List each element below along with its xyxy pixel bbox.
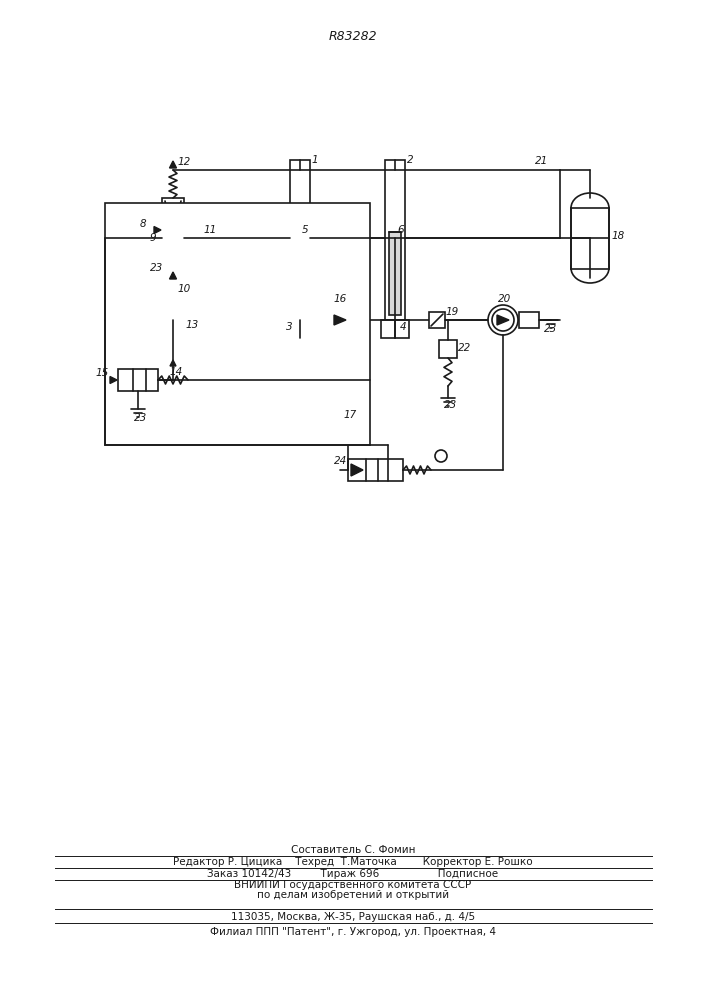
Circle shape bbox=[329, 309, 351, 331]
Polygon shape bbox=[154, 227, 161, 233]
Text: 2: 2 bbox=[407, 155, 414, 165]
Text: 8: 8 bbox=[140, 219, 146, 229]
Polygon shape bbox=[170, 161, 177, 168]
Text: 1: 1 bbox=[312, 155, 319, 165]
Text: 10: 10 bbox=[177, 284, 190, 294]
Text: Редактор Р. Цицика    Техред  Т.Маточка        Корректор Е. Рошко: Редактор Р. Цицика Техред Т.Маточка Корр… bbox=[173, 857, 533, 867]
Circle shape bbox=[492, 309, 514, 331]
Text: 23: 23 bbox=[544, 324, 557, 334]
Text: 3: 3 bbox=[286, 322, 293, 332]
Bar bbox=[294, 232, 306, 315]
Text: 24: 24 bbox=[334, 456, 347, 466]
Ellipse shape bbox=[571, 193, 609, 223]
Text: 16: 16 bbox=[334, 294, 347, 304]
Text: 13: 13 bbox=[185, 320, 198, 330]
Circle shape bbox=[488, 305, 518, 335]
Polygon shape bbox=[170, 272, 177, 279]
Bar bbox=[381, 320, 409, 338]
Text: 19: 19 bbox=[446, 307, 460, 317]
Polygon shape bbox=[170, 360, 176, 366]
Bar bbox=[385, 160, 405, 320]
Text: 23: 23 bbox=[134, 413, 147, 423]
Polygon shape bbox=[351, 464, 363, 476]
Text: 6: 6 bbox=[397, 225, 404, 235]
Bar bbox=[331, 291, 349, 304]
Text: R83282: R83282 bbox=[329, 30, 378, 43]
Bar bbox=[571, 208, 609, 269]
Bar bbox=[162, 198, 184, 278]
Text: 23: 23 bbox=[150, 263, 163, 273]
Bar bbox=[164, 355, 182, 364]
Text: по делам изобретений и открытий: по делам изобретений и открытий bbox=[257, 890, 449, 900]
Bar bbox=[118, 369, 158, 391]
Bar bbox=[290, 160, 310, 320]
Bar bbox=[105, 203, 370, 445]
Text: 11: 11 bbox=[203, 225, 216, 235]
Text: 14: 14 bbox=[170, 367, 183, 377]
Bar bbox=[164, 331, 182, 340]
Text: 22: 22 bbox=[458, 343, 472, 353]
Text: Составитель С. Фомин: Составитель С. Фомин bbox=[291, 845, 415, 855]
Polygon shape bbox=[497, 315, 509, 325]
Text: 17: 17 bbox=[343, 410, 356, 420]
Bar bbox=[429, 312, 445, 328]
Circle shape bbox=[435, 450, 447, 462]
Bar bbox=[439, 340, 457, 358]
Ellipse shape bbox=[571, 253, 609, 283]
Text: 113035, Москва, Ж-35, Раушская наб., д. 4/5: 113035, Москва, Ж-35, Раушская наб., д. … bbox=[231, 912, 475, 922]
Text: 15: 15 bbox=[96, 368, 110, 378]
Bar bbox=[286, 320, 314, 338]
Bar bbox=[348, 459, 403, 481]
Bar bbox=[164, 343, 182, 352]
Circle shape bbox=[325, 305, 355, 335]
Polygon shape bbox=[334, 315, 346, 325]
Text: 23: 23 bbox=[444, 400, 457, 410]
Text: 21: 21 bbox=[535, 156, 548, 166]
Polygon shape bbox=[110, 376, 117, 383]
Text: Филиал ППП "Патент", г. Ужгород, ул. Проектная, 4: Филиал ППП "Патент", г. Ужгород, ул. Про… bbox=[210, 927, 496, 937]
Text: 12: 12 bbox=[177, 157, 190, 167]
Text: ВНИИПИ Государственного комитета СССР: ВНИИПИ Государственного комитета СССР bbox=[235, 880, 472, 890]
Bar bbox=[519, 312, 539, 328]
Text: Заказ 10142/43         Тираж 696                  Подписное: Заказ 10142/43 Тираж 696 Подписное bbox=[207, 869, 498, 879]
Text: 20: 20 bbox=[498, 294, 511, 304]
Text: 18: 18 bbox=[612, 231, 625, 241]
Text: 9: 9 bbox=[150, 233, 157, 243]
Bar bbox=[389, 232, 401, 315]
Text: 5: 5 bbox=[302, 225, 309, 235]
Text: 4: 4 bbox=[400, 322, 407, 332]
